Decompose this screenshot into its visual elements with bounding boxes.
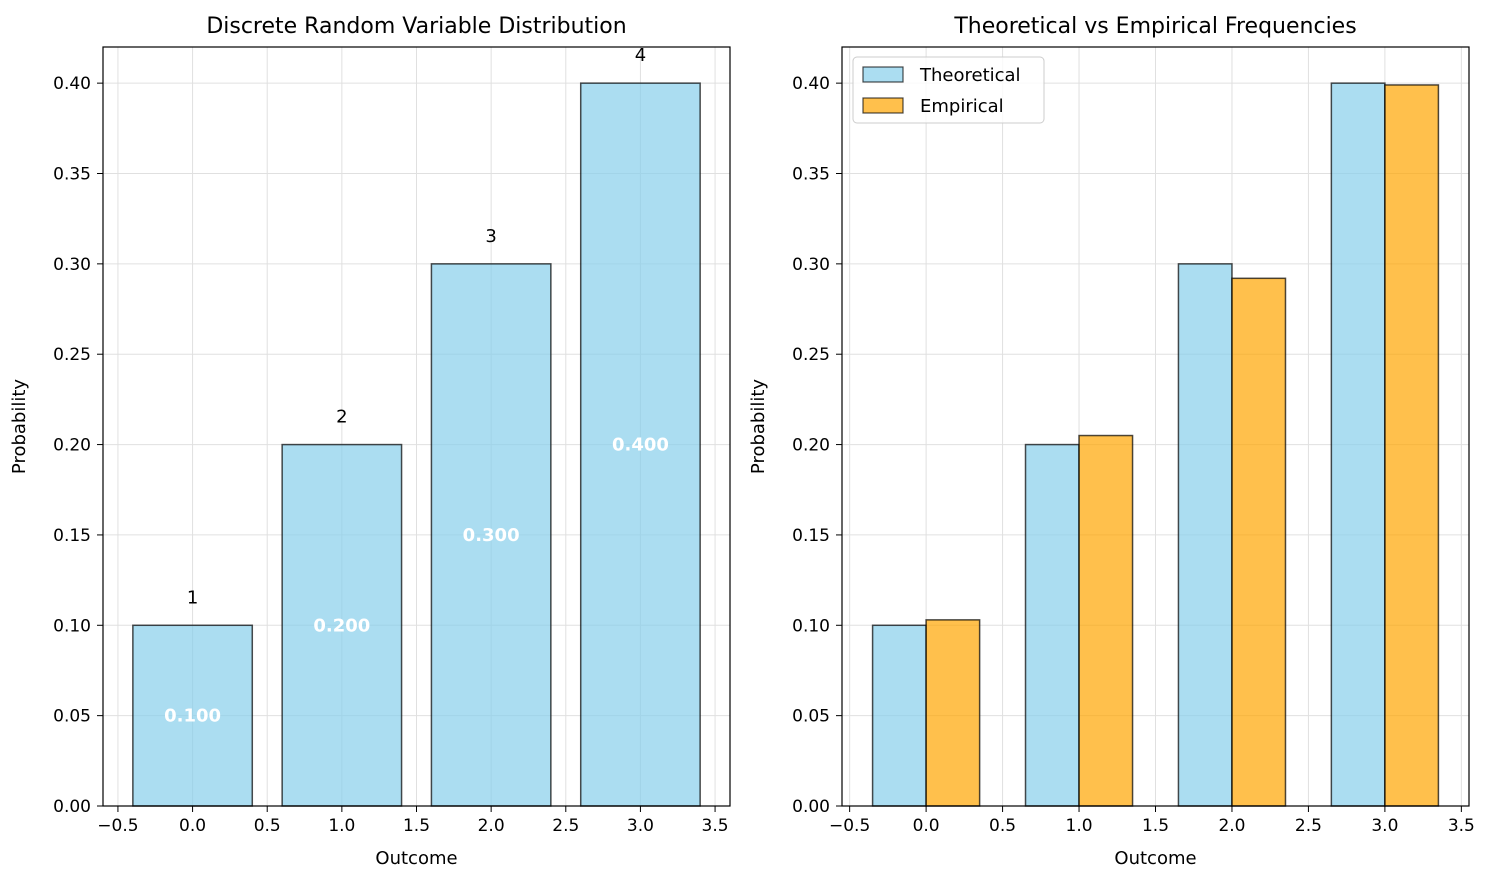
left-bar-2	[430, 263, 552, 807]
left-xtick-label-8: 3.5	[702, 816, 729, 836]
left-xtick-label-7: 3.0	[627, 816, 654, 836]
chart-theoretical-vs-empirical: −0.5 0.0 0.5 1.0 1.5 2.0 2.5 3.0 3.5 0.00 0.05 0.1…	[748, 14, 1475, 869]
right-bar-empirical-0	[925, 619, 981, 807]
right-y-axis-label: Probability	[748, 379, 769, 474]
right-ytick-label-7: 0.35	[792, 165, 830, 185]
right-bar-empirical-2	[1231, 277, 1287, 807]
right-xtick-label-1: 0.0	[913, 816, 940, 836]
right-bar-theoretical-0	[871, 624, 927, 807]
right-ytick-label-3: 0.15	[792, 526, 830, 546]
right-ytick-label-8: 0.40	[792, 74, 830, 94]
left-bar-value-label-2: 0.300	[463, 525, 520, 546]
left-xtick-label-2: 0.5	[254, 816, 281, 836]
right-xtick-label-8: 3.5	[1448, 816, 1475, 836]
chart-discrete-distribution: 1 0.100 2 0.200 3 0.300 4 0.400 −0.5 0.0 0.5 1.0 1.…	[9, 14, 731, 869]
right-xtick-label-5: 2.0	[1218, 816, 1245, 836]
left-ytick-label-0: 0.00	[53, 797, 91, 817]
left-bar-top-label-1: 2	[336, 407, 347, 428]
left-ytick-label-4: 0.20	[53, 436, 91, 456]
left-xtick-label-3: 1.0	[328, 816, 355, 836]
right-ytick-label-5: 0.25	[792, 345, 830, 365]
left-ytick-label-2: 0.10	[53, 616, 91, 636]
left-ytick-label-7: 0.35	[53, 165, 91, 185]
right-x-axis-label: Outcome	[1114, 848, 1196, 869]
right-chart-title: Theoretical vs Empirical Frequencies	[953, 14, 1356, 39]
right-xtick-label-3: 1.0	[1066, 816, 1093, 836]
left-bar-top-label-3: 4	[635, 45, 646, 66]
right-bar-theoretical-2	[1177, 263, 1233, 807]
right-xtick-label-4: 1.5	[1142, 816, 1169, 836]
right-ytick-label-4: 0.20	[792, 436, 830, 456]
left-bar-value-label-0: 0.100	[164, 706, 221, 727]
left-ytick-label-8: 0.40	[53, 74, 91, 94]
left-xtick-label-1: 0.0	[179, 816, 206, 836]
left-x-axis-label: Outcome	[375, 848, 457, 869]
left-bar-1	[281, 443, 403, 807]
right-bar-theoretical-3	[1330, 82, 1386, 807]
left-ytick-label-6: 0.30	[53, 255, 91, 275]
left-y-ticks: 0.00 0.05 0.10 0.15 0.20 0.25 0.30 0.35 0.40	[53, 74, 103, 817]
right-bar-empirical-1	[1078, 434, 1134, 807]
right-xtick-label-6: 2.5	[1295, 816, 1322, 836]
left-xtick-label-5: 2.0	[478, 816, 505, 836]
right-ytick-label-6: 0.30	[792, 255, 830, 275]
left-xtick-label-0: −0.5	[97, 816, 138, 836]
right-bars	[871, 82, 1440, 807]
legend-label-theoretical: Theoretical	[919, 65, 1021, 86]
right-bar-empirical-3	[1384, 84, 1440, 807]
right-y-ticks: 0.00 0.05 0.10 0.15 0.20 0.25 0.30 0.35 0.40	[792, 74, 842, 817]
right-ytick-label-1: 0.05	[792, 707, 830, 727]
right-bar-theoretical-1	[1024, 443, 1080, 807]
right-xtick-label-7: 3.0	[1371, 816, 1398, 836]
left-ytick-label-3: 0.15	[53, 526, 91, 546]
left-bar-value-label-3: 0.400	[612, 435, 669, 456]
right-ytick-label-0: 0.00	[792, 797, 830, 817]
left-ytick-label-1: 0.05	[53, 707, 91, 727]
legend-label-empirical: Empirical	[920, 96, 1004, 117]
left-xtick-label-4: 1.5	[403, 816, 430, 836]
right-x-ticks: −0.5 0.0 0.5 1.0 1.5 2.0 2.5 3.0 3.5	[829, 806, 1475, 836]
left-ytick-label-5: 0.25	[53, 345, 91, 365]
left-bar-top-label-2: 3	[485, 226, 496, 247]
left-chart-title: Discrete Random Variable Distribution	[206, 14, 626, 39]
left-bar-value-label-1: 0.200	[313, 615, 370, 636]
left-bar-3	[579, 82, 701, 807]
right-xtick-label-2: 0.5	[989, 816, 1016, 836]
left-bars	[132, 82, 701, 807]
legend-swatch-empirical	[862, 97, 904, 114]
legend-swatch-theoretical	[862, 66, 904, 83]
left-bar-labels: 1 0.100 2 0.200 3 0.300 4 0.400	[164, 45, 669, 727]
left-x-ticks: −0.5 0.0 0.5 1.0 1.5 2.0 2.5 3.0 3.5	[97, 806, 729, 836]
left-bar-0	[132, 624, 254, 807]
right-ytick-label-2: 0.10	[792, 616, 830, 636]
legend: Theoretical Empirical	[852, 56, 1045, 124]
left-xtick-label-6: 2.5	[552, 816, 579, 836]
left-y-axis-label: Probability	[9, 379, 30, 474]
left-bar-top-label-0: 1	[187, 587, 198, 608]
right-xtick-label-0: −0.5	[829, 816, 870, 836]
